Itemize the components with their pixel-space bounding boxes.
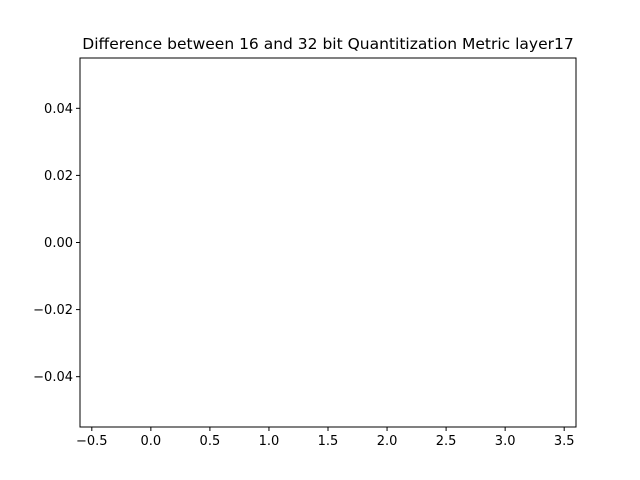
x-tick-label: 0.5 [200,434,221,449]
y-tick-label: 0.00 [44,236,73,251]
x-axis: −0.5 0.0 0.5 1.0 1.5 2.0 2.5 3.0 3.5 [76,427,575,449]
x-tick-label: 2.5 [436,434,457,449]
y-axis: 0.04 0.02 0.00 −0.02 −0.04 [33,102,80,385]
chart-title: Difference between 16 and 32 bit Quantit… [82,35,573,53]
x-tick-label: 1.0 [259,434,280,449]
plot-frame [79,57,577,428]
y-tick-label: 0.02 [44,169,73,184]
x-tick-label: 2.0 [377,434,398,449]
x-tick-label: 1.5 [318,434,339,449]
x-tick-label: 3.5 [554,434,575,449]
y-tick-label: −0.04 [33,370,73,385]
x-tick-label: 0.0 [141,434,162,449]
y-tick-label: 0.04 [44,102,73,117]
plot-area [80,58,576,427]
x-tick-label: −0.5 [76,434,108,449]
y-tick-label: −0.02 [33,303,73,318]
x-tick-label: 3.0 [495,434,516,449]
